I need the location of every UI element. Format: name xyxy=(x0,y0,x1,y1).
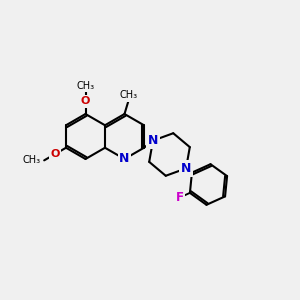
Text: F: F xyxy=(176,191,184,204)
Text: N: N xyxy=(148,134,158,147)
Text: N: N xyxy=(119,152,130,166)
Text: CH₃: CH₃ xyxy=(22,155,40,165)
Text: O: O xyxy=(81,96,90,106)
Text: N: N xyxy=(181,162,191,175)
Text: CH₃: CH₃ xyxy=(76,81,94,91)
Text: O: O xyxy=(50,149,60,159)
Text: CH₃: CH₃ xyxy=(120,91,138,100)
